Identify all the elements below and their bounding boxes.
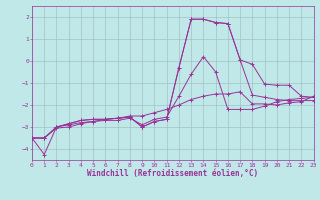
X-axis label: Windchill (Refroidissement éolien,°C): Windchill (Refroidissement éolien,°C) (87, 169, 258, 178)
